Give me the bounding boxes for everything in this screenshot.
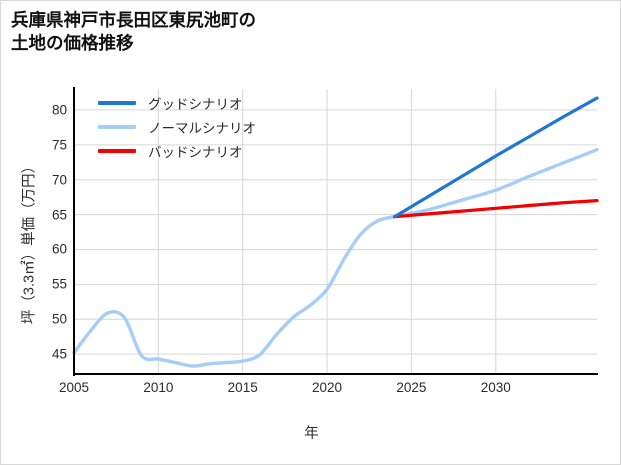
- y-axis-label: 坪（3.3㎡）単価（万円）: [21, 158, 38, 325]
- legend-label-good: グッドシナリオ: [148, 97, 243, 112]
- legend-label-normal: ノーマルシナリオ: [148, 121, 256, 136]
- x-axis-line: [73, 373, 598, 376]
- legend-swatch-bad-icon: [98, 149, 136, 153]
- series-line: [392, 199, 599, 219]
- legend-swatch-good-icon: [98, 101, 136, 105]
- x-tick-label: 2010: [143, 380, 174, 395]
- x-tick-label: 2020: [312, 380, 343, 395]
- chart-legend: グッドシナリオ ノーマルシナリオ バッドシナリオ: [98, 91, 256, 163]
- legend-item-normal: ノーマルシナリオ: [98, 115, 256, 139]
- y-axis-line: [73, 87, 76, 376]
- series-line: [72, 148, 599, 368]
- legend-label-bad: バッドシナリオ: [148, 145, 243, 160]
- legend-swatch-normal-icon: [98, 125, 136, 129]
- x-tick-label: 2015: [227, 380, 258, 395]
- series-lines: [72, 96, 599, 368]
- x-tick-label: 2025: [396, 380, 427, 395]
- legend-item-bad: バッドシナリオ: [98, 139, 256, 163]
- chart-title: 兵庫県神戸市長田区東尻池町の 土地の価格推移: [11, 10, 256, 54]
- y-tick-label: 80: [51, 102, 67, 118]
- series-line: [392, 96, 599, 219]
- x-axis-label: 年: [304, 426, 319, 442]
- plot-area: [72, 89, 599, 373]
- legend-item-good: グッドシナリオ: [98, 91, 256, 115]
- x-tick-label: 2005: [58, 380, 90, 395]
- x-tick-label: 2030: [480, 380, 511, 395]
